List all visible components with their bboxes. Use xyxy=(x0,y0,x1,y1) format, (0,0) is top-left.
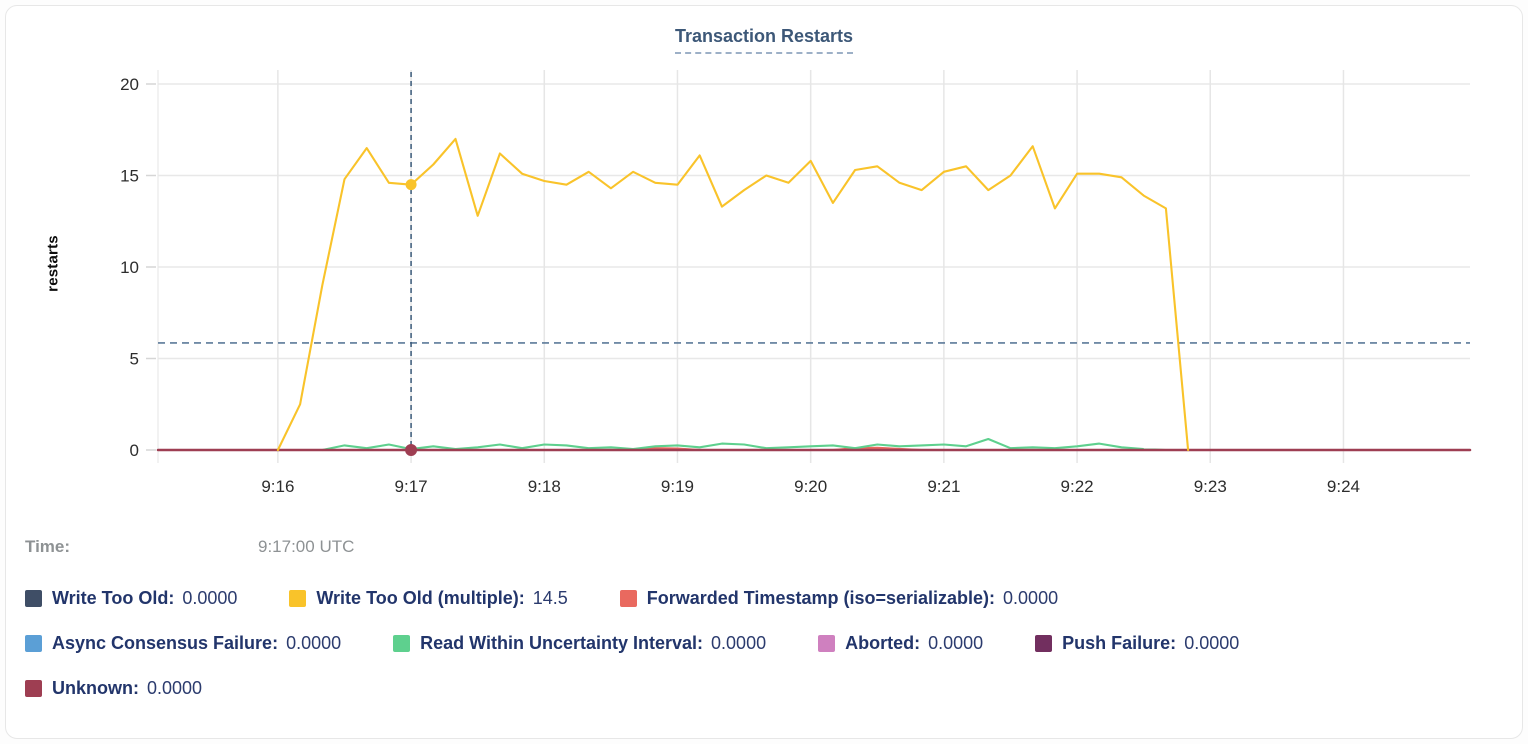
legend-label: Async Consensus Failure: xyxy=(52,633,279,653)
legend-label: Push Failure: xyxy=(1062,633,1177,653)
legend-label: Write Too Old (multiple): xyxy=(316,588,525,608)
legend-row-1: Write Too Old: 0.0000 Write Too Old (mul… xyxy=(25,588,1058,609)
chart-title-wrap: Transaction Restarts xyxy=(0,26,1528,54)
legend-value: 0.0000 xyxy=(1003,588,1059,608)
series-swatch-async-consensus-failure xyxy=(25,635,42,652)
svg-text:9:24: 9:24 xyxy=(1327,477,1360,496)
svg-text:5: 5 xyxy=(130,350,139,369)
legend-item-async-consensus-failure: Async Consensus Failure: 0.0000 xyxy=(25,633,341,654)
svg-text:9:20: 9:20 xyxy=(794,477,827,496)
svg-text:15: 15 xyxy=(120,167,139,186)
legend-item-push-failure: Push Failure: 0.0000 xyxy=(1035,633,1239,654)
svg-text:9:23: 9:23 xyxy=(1194,477,1227,496)
legend-value: 0.0000 xyxy=(182,588,238,608)
svg-text:9:19: 9:19 xyxy=(661,477,694,496)
chart-title[interactable]: Transaction Restarts xyxy=(674,26,854,54)
legend-item-read-within-uncertainty-interval: Read Within Uncertainty Interval: 0.0000 xyxy=(393,633,766,654)
svg-text:10: 10 xyxy=(120,258,139,277)
svg-text:9:16: 9:16 xyxy=(261,477,294,496)
series-swatch-write-too-old-multiple xyxy=(289,590,307,607)
series-swatch-aborted xyxy=(818,635,836,652)
legend-item-write-too-old: Write Too Old: 0.0000 xyxy=(25,588,237,609)
svg-text:9:17: 9:17 xyxy=(395,477,428,496)
legend-row-3: Unknown: 0.0000 xyxy=(25,678,202,699)
legend-label: Unknown: xyxy=(52,678,139,698)
svg-text:20: 20 xyxy=(120,75,139,94)
hover-time-row: Time: 9:17:00 UTC xyxy=(25,537,354,559)
legend-label: Write Too Old: xyxy=(52,588,175,608)
legend-value: 0.0000 xyxy=(928,633,984,653)
legend-value: 0.0000 xyxy=(1184,633,1240,653)
legend-label: Forwarded Timestamp (iso=serializable): xyxy=(646,588,996,608)
series-swatch-push-failure xyxy=(1035,635,1053,652)
legend-value: 0.0000 xyxy=(147,678,203,698)
series-swatch-read-within-uncertainty-interval xyxy=(393,635,411,652)
legend-row-2: Async Consensus Failure: 0.0000 Read Wit… xyxy=(25,633,1239,654)
series-swatch-unknown xyxy=(25,680,42,697)
legend-value: 0.0000 xyxy=(711,633,767,653)
legend-value: 14.5 xyxy=(532,588,568,608)
legend-item-aborted: Aborted: 0.0000 xyxy=(818,633,983,654)
restarts-chart-canvas[interactable]: 0 5 10 15 20 9:16 9:17 9:18 9:19 9:20 9:21 9:22 9:23… xyxy=(0,0,1528,520)
hover-time-label: Time: xyxy=(25,537,71,556)
legend-value: 0.0000 xyxy=(286,633,342,653)
series-swatch-write-too-old xyxy=(25,590,42,607)
series-swatch-forwarded-timestamp xyxy=(619,590,637,607)
legend-item-write-too-old-multiple: Write Too Old (multiple): 14.5 xyxy=(289,588,568,609)
legend-label: Read Within Uncertainty Interval: xyxy=(420,633,704,653)
legend-item-unknown: Unknown: 0.0000 xyxy=(25,678,202,699)
legend-item-forwarded-timestamp: Forwarded Timestamp (iso=serializable): … xyxy=(619,588,1059,609)
svg-text:9:22: 9:22 xyxy=(1061,477,1094,496)
legend-label: Aborted: xyxy=(845,633,921,653)
svg-text:0: 0 xyxy=(130,441,139,460)
chart-card xyxy=(5,5,1523,739)
svg-text:9:18: 9:18 xyxy=(528,477,561,496)
hover-time-value: 9:17:00 UTC xyxy=(258,537,355,556)
svg-text:9:21: 9:21 xyxy=(927,477,960,496)
